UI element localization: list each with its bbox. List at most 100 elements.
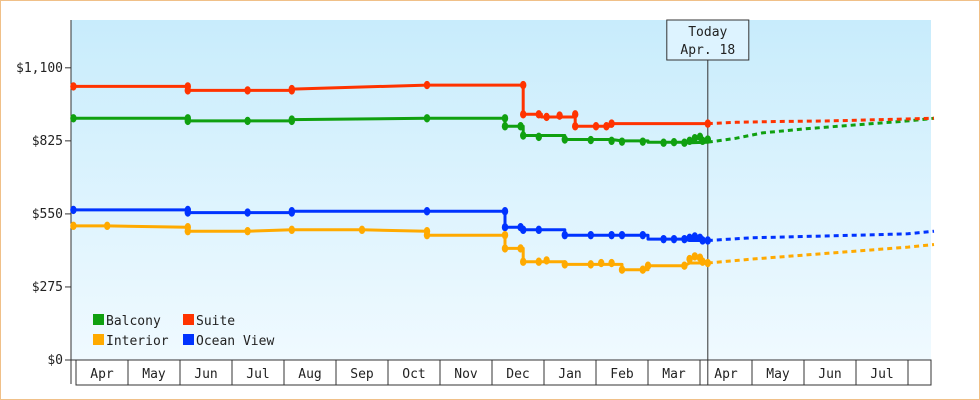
data-point-balcony	[699, 136, 706, 146]
x-tick-label: Apr	[714, 367, 738, 382]
data-point-suite	[556, 111, 563, 120]
data-point-ocean-view	[70, 205, 77, 215]
data-point-ocean-view	[520, 225, 527, 235]
data-point-interior	[501, 230, 509, 240]
data-point-suite	[520, 80, 527, 90]
data-point-balcony	[639, 137, 646, 146]
x-tick-label: Mar	[662, 367, 686, 382]
data-point-balcony	[520, 131, 527, 140]
series-interior	[70, 221, 935, 274]
data-point-ocean-view	[244, 208, 251, 217]
data-point-interior	[288, 225, 295, 235]
data-point-ocean-view	[423, 207, 431, 216]
data-point-interior	[520, 257, 527, 266]
data-point-interior	[70, 221, 77, 231]
data-point-ocean-view	[670, 234, 678, 244]
data-point-suite	[288, 84, 295, 94]
data-point-suite	[603, 122, 610, 131]
data-point-suite	[572, 122, 579, 131]
data-point-balcony	[501, 122, 509, 131]
data-point-ocean-view	[699, 236, 706, 245]
legend-swatch-interior	[93, 334, 104, 345]
legend-item-balcony: Balcony	[93, 314, 161, 329]
data-point-suite	[184, 86, 191, 95]
data-point-balcony	[704, 135, 711, 144]
data-point-ocean-view	[691, 232, 698, 241]
x-tick-label: Aug	[298, 367, 321, 382]
series-layer	[70, 80, 935, 274]
data-point-interior	[423, 230, 431, 240]
x-tick-label: Jun	[818, 367, 841, 382]
x-axis-band	[75, 359, 932, 386]
legend-label-balcony: Balcony	[106, 314, 161, 329]
data-point-interior	[598, 258, 605, 268]
y-tick-label: $275	[32, 280, 63, 295]
x-tick-label: Dec	[506, 367, 529, 382]
data-point-suite	[520, 110, 527, 119]
data-point-interior	[184, 226, 191, 236]
data-point-ocean-view	[618, 230, 626, 240]
x-tick-label: Jul	[870, 367, 893, 382]
data-point-ocean-view	[501, 222, 509, 232]
legend-label-suite: Suite	[196, 314, 235, 329]
data-point-interior	[543, 256, 550, 265]
data-point-suite	[608, 119, 615, 128]
data-point-ocean-view	[639, 230, 646, 240]
data-point-ocean-view	[686, 233, 693, 243]
series-forecast-suite	[707, 116, 935, 126]
legend-item-suite: Suite	[183, 314, 235, 329]
data-point-interior	[618, 265, 626, 274]
data-point-balcony	[618, 137, 626, 146]
today-callout-title: Today	[688, 25, 727, 40]
data-point-balcony	[681, 138, 688, 147]
data-point-balcony	[660, 138, 667, 147]
data-point-suite	[572, 110, 579, 119]
data-point-balcony	[561, 135, 568, 144]
x-tick-label: Jul	[246, 367, 269, 382]
legend-item-interior: Interior	[93, 334, 169, 349]
data-point-interior	[244, 226, 251, 236]
x-tick-label: Jun	[194, 367, 217, 382]
y-tick-label: $825	[32, 134, 63, 149]
data-point-interior	[561, 260, 568, 269]
data-point-interior	[608, 258, 615, 268]
x-tick-label: May	[142, 367, 166, 382]
y-tick-label: $1,100	[16, 61, 63, 76]
legend-label-interior: Interior	[106, 334, 169, 349]
data-point-interior	[686, 254, 693, 264]
data-point-interior	[104, 221, 111, 231]
data-point-suite	[535, 110, 542, 119]
x-tick-label: Oct	[402, 367, 425, 382]
y-tick-label: $0	[47, 353, 63, 368]
x-tick-label: Nov	[454, 367, 478, 382]
data-point-ocean-view	[681, 234, 688, 244]
data-point-interior	[691, 252, 698, 261]
data-point-balcony	[244, 116, 251, 126]
series-forecast-ocean-view	[707, 229, 935, 242]
x-tick-label: May	[766, 367, 790, 382]
y-axis: $0 $275 $550 $825 $1,100	[16, 20, 72, 384]
series-forecast-balcony	[707, 116, 935, 144]
data-point-balcony	[501, 114, 509, 123]
data-point-suite	[70, 82, 77, 91]
today-callout-box	[666, 19, 750, 61]
series-ocean-view	[70, 205, 935, 245]
series-balcony	[70, 114, 935, 147]
data-point-ocean-view	[704, 236, 711, 245]
data-point-balcony	[70, 114, 77, 123]
legend: Balcony Suite Interior Ocean View	[93, 314, 274, 349]
data-point-balcony	[288, 115, 295, 124]
x-axis: Apr May Jun Jul Aug Sep Oct Nov Dec Jan Feb Mar Apr M…	[71, 359, 932, 386]
legend-swatch-suite	[183, 314, 194, 325]
series-suite	[70, 80, 935, 131]
data-point-ocean-view	[561, 230, 568, 240]
legend-item-ocean-view: Ocean View	[183, 334, 274, 349]
data-point-balcony	[686, 136, 693, 146]
data-point-suite	[592, 122, 600, 131]
data-point-interior	[358, 225, 366, 235]
legend-label-ocean-view: Ocean View	[196, 334, 274, 349]
data-point-suite	[423, 80, 431, 90]
data-point-ocean-view	[608, 230, 615, 240]
x-tick-label: Sep	[350, 367, 374, 382]
